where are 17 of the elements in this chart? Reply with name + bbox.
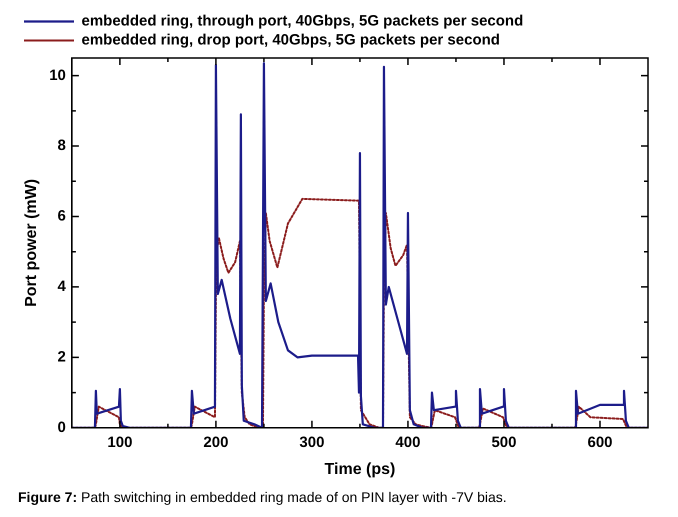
legend-label: embedded ring, through port, 40Gbps, 5G packets per second: [82, 12, 524, 30]
y-tick-label: 2: [58, 348, 66, 366]
legend-label: embedded ring, drop port, 40Gbps, 5G packets per second: [82, 32, 500, 49]
x-tick-label: 200: [203, 434, 228, 451]
x-tick-label: 600: [587, 434, 613, 451]
y-axis-title: Port power (mW): [23, 178, 40, 307]
x-tick-label: 400: [395, 434, 420, 451]
caption: Figure 7: Path switching in embedded ring made of on PIN layer with -7V bias.: [18, 489, 508, 505]
y-tick-label: 4: [58, 278, 67, 296]
x-tick-label: 300: [299, 434, 324, 451]
y-tick-label: 0: [58, 418, 66, 436]
y-tick-label: 8: [58, 137, 66, 154]
x-tick-label: 100: [107, 434, 132, 451]
y-tick-label: 6: [58, 208, 66, 225]
x-axis-title: Time (ps): [324, 460, 396, 478]
y-tick-label: 10: [49, 66, 66, 84]
x-tick-label: 500: [491, 434, 516, 451]
